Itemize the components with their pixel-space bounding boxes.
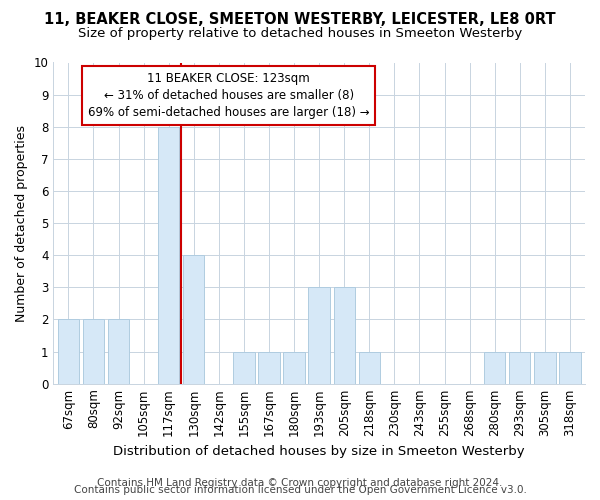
Bar xyxy=(509,352,530,384)
Bar xyxy=(233,352,254,384)
Bar xyxy=(534,352,556,384)
Bar xyxy=(283,352,305,384)
Bar xyxy=(308,288,330,384)
Text: Contains HM Land Registry data © Crown copyright and database right 2024.: Contains HM Land Registry data © Crown c… xyxy=(97,478,503,488)
Y-axis label: Number of detached properties: Number of detached properties xyxy=(15,124,28,322)
Bar xyxy=(58,320,79,384)
X-axis label: Distribution of detached houses by size in Smeeton Westerby: Distribution of detached houses by size … xyxy=(113,444,525,458)
Text: Size of property relative to detached houses in Smeeton Westerby: Size of property relative to detached ho… xyxy=(78,28,522,40)
Bar xyxy=(108,320,129,384)
Text: 11 BEAKER CLOSE: 123sqm
← 31% of detached houses are smaller (8)
69% of semi-det: 11 BEAKER CLOSE: 123sqm ← 31% of detache… xyxy=(88,72,370,119)
Bar xyxy=(158,126,179,384)
Bar xyxy=(83,320,104,384)
Text: 11, BEAKER CLOSE, SMEETON WESTERBY, LEICESTER, LE8 0RT: 11, BEAKER CLOSE, SMEETON WESTERBY, LEIC… xyxy=(44,12,556,28)
Text: Contains public sector information licensed under the Open Government Licence v3: Contains public sector information licen… xyxy=(74,485,526,495)
Bar xyxy=(334,288,355,384)
Bar xyxy=(259,352,280,384)
Bar xyxy=(484,352,505,384)
Bar xyxy=(183,255,205,384)
Bar xyxy=(359,352,380,384)
Bar xyxy=(559,352,581,384)
